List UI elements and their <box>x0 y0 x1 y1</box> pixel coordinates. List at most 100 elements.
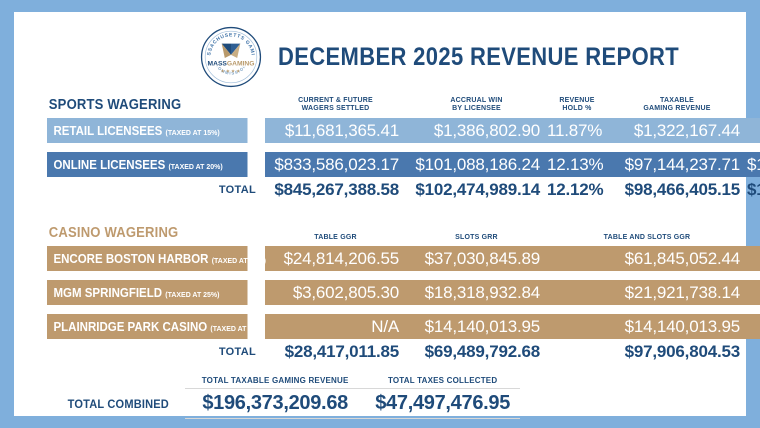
total-taxable-gaming-revenue: $98,466,405.15 <box>624 179 741 199</box>
row-label-online-licensees: ONLINE LICENSEES (TAXED AT 20%) <box>47 152 248 178</box>
total-table-and-slots-ggr: $97,906,804.53 <box>624 341 741 361</box>
sports-col-current-future-wagers: CURRENT & FUTURE WAGERS SETTLED <box>265 94 406 118</box>
total-table-ggr: $28,417,011.85 <box>284 341 400 361</box>
row-spacer <box>47 143 760 153</box>
combined-total-taxes-collected: $47,497,476.95 <box>365 388 521 420</box>
row-tax-rate: (TAXED AT 25%) <box>165 289 220 299</box>
cell-taxable-gaming-revenue: $1,322,167.44 <box>607 118 747 144</box>
row-label-text: ENCORE BOSTON HARBOR <box>53 251 209 266</box>
table-row: PLAINRIDGE PARK CASINO (TAXED AT 49%) N/… <box>47 314 760 340</box>
casino-col-tax-collected: TAX COLLECTED <box>747 222 760 246</box>
sports-total-label: TOTAL <box>218 183 256 196</box>
casino-total-label: TOTAL <box>218 345 256 358</box>
cell-current-future-wagers: $11,681,365.41 <box>265 118 406 144</box>
cell-revenue-hold: 11.87% <box>547 118 607 144</box>
total-accrual-win: $102,474,989.14 <box>415 179 540 199</box>
col-line-2: WAGERS SETTLED <box>301 105 370 113</box>
cell-table-and-slots-ggr: $14,140,013.95 <box>547 314 747 340</box>
sports-col-taxable-gaming-revenue: TAXABLE GAMING REVENUE <box>607 94 747 118</box>
total-slots-grr: $69,489,792.68 <box>424 341 541 361</box>
row-spacer <box>47 305 760 315</box>
col-line-1: TAXABLE <box>660 96 694 104</box>
row-label-text: PLAINRIDGE PARK CASINO <box>53 319 208 334</box>
page-title: DECEMBER 2025 REVENUE REPORT <box>278 42 680 71</box>
combined-value-row: TOTAL COMBINED $196,373,209.68 $47,497,4… <box>57 388 521 420</box>
combined-col-total-taxable-gaming-revenue: TOTAL TAXABLE GAMING REVENUE <box>185 376 366 390</box>
sports-col-accrual-win: ACCRUAL WIN BY LICENSEE <box>406 94 547 118</box>
casino-col-slots-grr: SLOTS GRR <box>455 233 498 241</box>
col-line-1: ACCRUAL WIN <box>450 96 503 104</box>
svg-text:★★★★: ★★★★ <box>221 69 242 74</box>
sports-wagering-section: SPORTS WAGERING CURRENT & FUTURE WAGERS … <box>14 94 760 202</box>
col-line-2: BY LICENSEE <box>452 105 501 113</box>
cell-accrual-win: $1,386,802.90 <box>406 118 547 144</box>
cell-table-ggr: $3,602,805.30 <box>265 280 406 306</box>
cell-taxable-gaming-revenue: $97,144,237.71 <box>607 152 747 178</box>
row-label-plainridge-park-casino: PLAINRIDGE PARK CASINO (TAXED AT 49%) <box>47 314 265 340</box>
cell-tax-collected: $6,928,606.84 <box>747 314 760 340</box>
col-line-1: CURRENT & FUTURE <box>298 96 373 104</box>
total-combined-section: TOTAL TAXABLE GAMING REVENUE TOTAL TAXES… <box>14 376 746 420</box>
cell-table-ggr: N/A <box>265 314 406 340</box>
report-header: MASSACHUSETTS GAMING COMMISSION MASSGAMI… <box>14 12 746 94</box>
report-page: MASSACHUSETTS GAMING COMMISSION MASSGAMI… <box>14 12 760 420</box>
total-combined-label: TOTAL COMBINED <box>67 396 169 411</box>
total-revenue-hold: 12.12% <box>547 179 604 199</box>
table-row: MGM SPRINGFIELD (TAXED AT 25%) $3,602,80… <box>47 280 760 306</box>
cell-tax-collected: $19,428,847.54 <box>747 152 760 178</box>
cell-current-future-wagers: $833,586,023.17 <box>265 152 406 178</box>
casino-wagering-section: CASINO WAGERING TABLE GGR SLOTS GRR TABL… <box>14 222 760 364</box>
row-label-text: RETAIL LICENSEES <box>53 123 163 138</box>
total-combined-table: TOTAL TAXABLE GAMING REVENUE TOTAL TAXES… <box>57 376 521 420</box>
row-label-text: MGM SPRINGFIELD <box>53 285 163 300</box>
combined-header-spacer <box>57 376 185 389</box>
svg-text:MASSGAMING: MASSGAMING <box>208 60 255 67</box>
casino-col-table-ggr: TABLE GGR <box>314 233 357 241</box>
cell-slots-grr: $37,030,845.89 <box>406 246 547 272</box>
row-tax-rate: (TAXED AT 20%) <box>168 161 223 171</box>
combined-col-total-taxes-collected: TOTAL TAXES COLLECTED <box>365 376 521 390</box>
combined-column-headers: TOTAL TAXABLE GAMING REVENUE TOTAL TAXES… <box>57 376 521 390</box>
row-label-text: ONLINE LICENSEES <box>53 157 166 172</box>
sports-section-title: SPORTS WAGERING <box>48 97 182 113</box>
casino-column-headers: CASINO WAGERING TABLE GGR SLOTS GRR TABL… <box>47 222 760 246</box>
cell-table-and-slots-ggr: $21,921,738.14 <box>547 280 747 306</box>
row-tax-rate: (TAXED AT 25%) <box>211 255 266 265</box>
row-spacer <box>47 271 760 281</box>
cell-table-ggr: $24,814,206.55 <box>265 246 406 272</box>
casino-section-title: CASINO WAGERING <box>48 225 179 242</box>
sports-column-headers: SPORTS WAGERING CURRENT & FUTURE WAGERS … <box>47 94 760 118</box>
combined-total-taxable-gaming-revenue: $196,373,209.68 <box>185 388 366 420</box>
row-label-mgm-springfield: MGM SPRINGFIELD (TAXED AT 25%) <box>47 280 248 306</box>
cell-slots-grr: $14,140,013.95 <box>406 314 547 340</box>
massgaming-logo-icon: MASSACHUSETTS GAMING COMMISSION MASSGAMI… <box>200 26 262 88</box>
casino-col-table-and-slots-ggr: TABLE AND SLOTS GGR <box>603 233 691 241</box>
cell-tax-collected: $5,480,434.54 <box>747 280 760 306</box>
table-row: ONLINE LICENSEES (TAXED AT 20%) $833,586… <box>47 152 760 178</box>
total-tax-collected: $27,870,304.49 <box>747 339 760 364</box>
sports-col-revenue-hold: REVENUE HOLD % <box>547 94 607 118</box>
cell-table-and-slots-ggr: $61,845,052.44 <box>547 246 747 272</box>
col-line-1: REVENUE <box>559 96 595 104</box>
cell-tax-collected: $198,324.92 <box>747 118 760 144</box>
col-line-2: HOLD % <box>562 105 592 113</box>
casino-wagering-table: CASINO WAGERING TABLE GGR SLOTS GRR TABL… <box>47 222 760 364</box>
row-label-encore-boston-harbor: ENCORE BOSTON HARBOR (TAXED AT 25%) <box>47 246 266 272</box>
cell-revenue-hold: 12.13% <box>547 152 607 178</box>
col-line-2: GAMING REVENUE <box>643 105 711 113</box>
total-current-future-wagers: $845,267,388.58 <box>274 179 399 199</box>
row-tax-rate: (TAXED AT 49%) <box>210 323 265 333</box>
sports-total-row: TOTAL $845,267,388.58 $102,474,989.14 12… <box>47 177 760 202</box>
casino-total-row: TOTAL $28,417,011.85 $69,489,792.68 $97,… <box>47 339 760 364</box>
table-row: RETAIL LICENSEES (TAXED AT 15%) $11,681,… <box>47 118 760 144</box>
sports-wagering-table: SPORTS WAGERING CURRENT & FUTURE WAGERS … <box>47 94 760 202</box>
table-row: ENCORE BOSTON HARBOR (TAXED AT 25%) $24,… <box>47 246 760 272</box>
section-gap <box>14 202 746 222</box>
cell-tax-collected: $15,461,263.11 <box>747 246 760 272</box>
row-tax-rate: (TAXED AT 15%) <box>165 127 220 137</box>
cell-accrual-win: $101,088,186.24 <box>406 152 547 178</box>
sports-col-tax-collected: TAX COLLECTED <box>747 94 760 118</box>
row-label-retail-licensees: RETAIL LICENSEES (TAXED AT 15%) <box>47 118 248 144</box>
cell-slots-grr: $18,318,932.84 <box>406 280 547 306</box>
total-tax-collected: $19,627,172.46 <box>747 179 760 199</box>
